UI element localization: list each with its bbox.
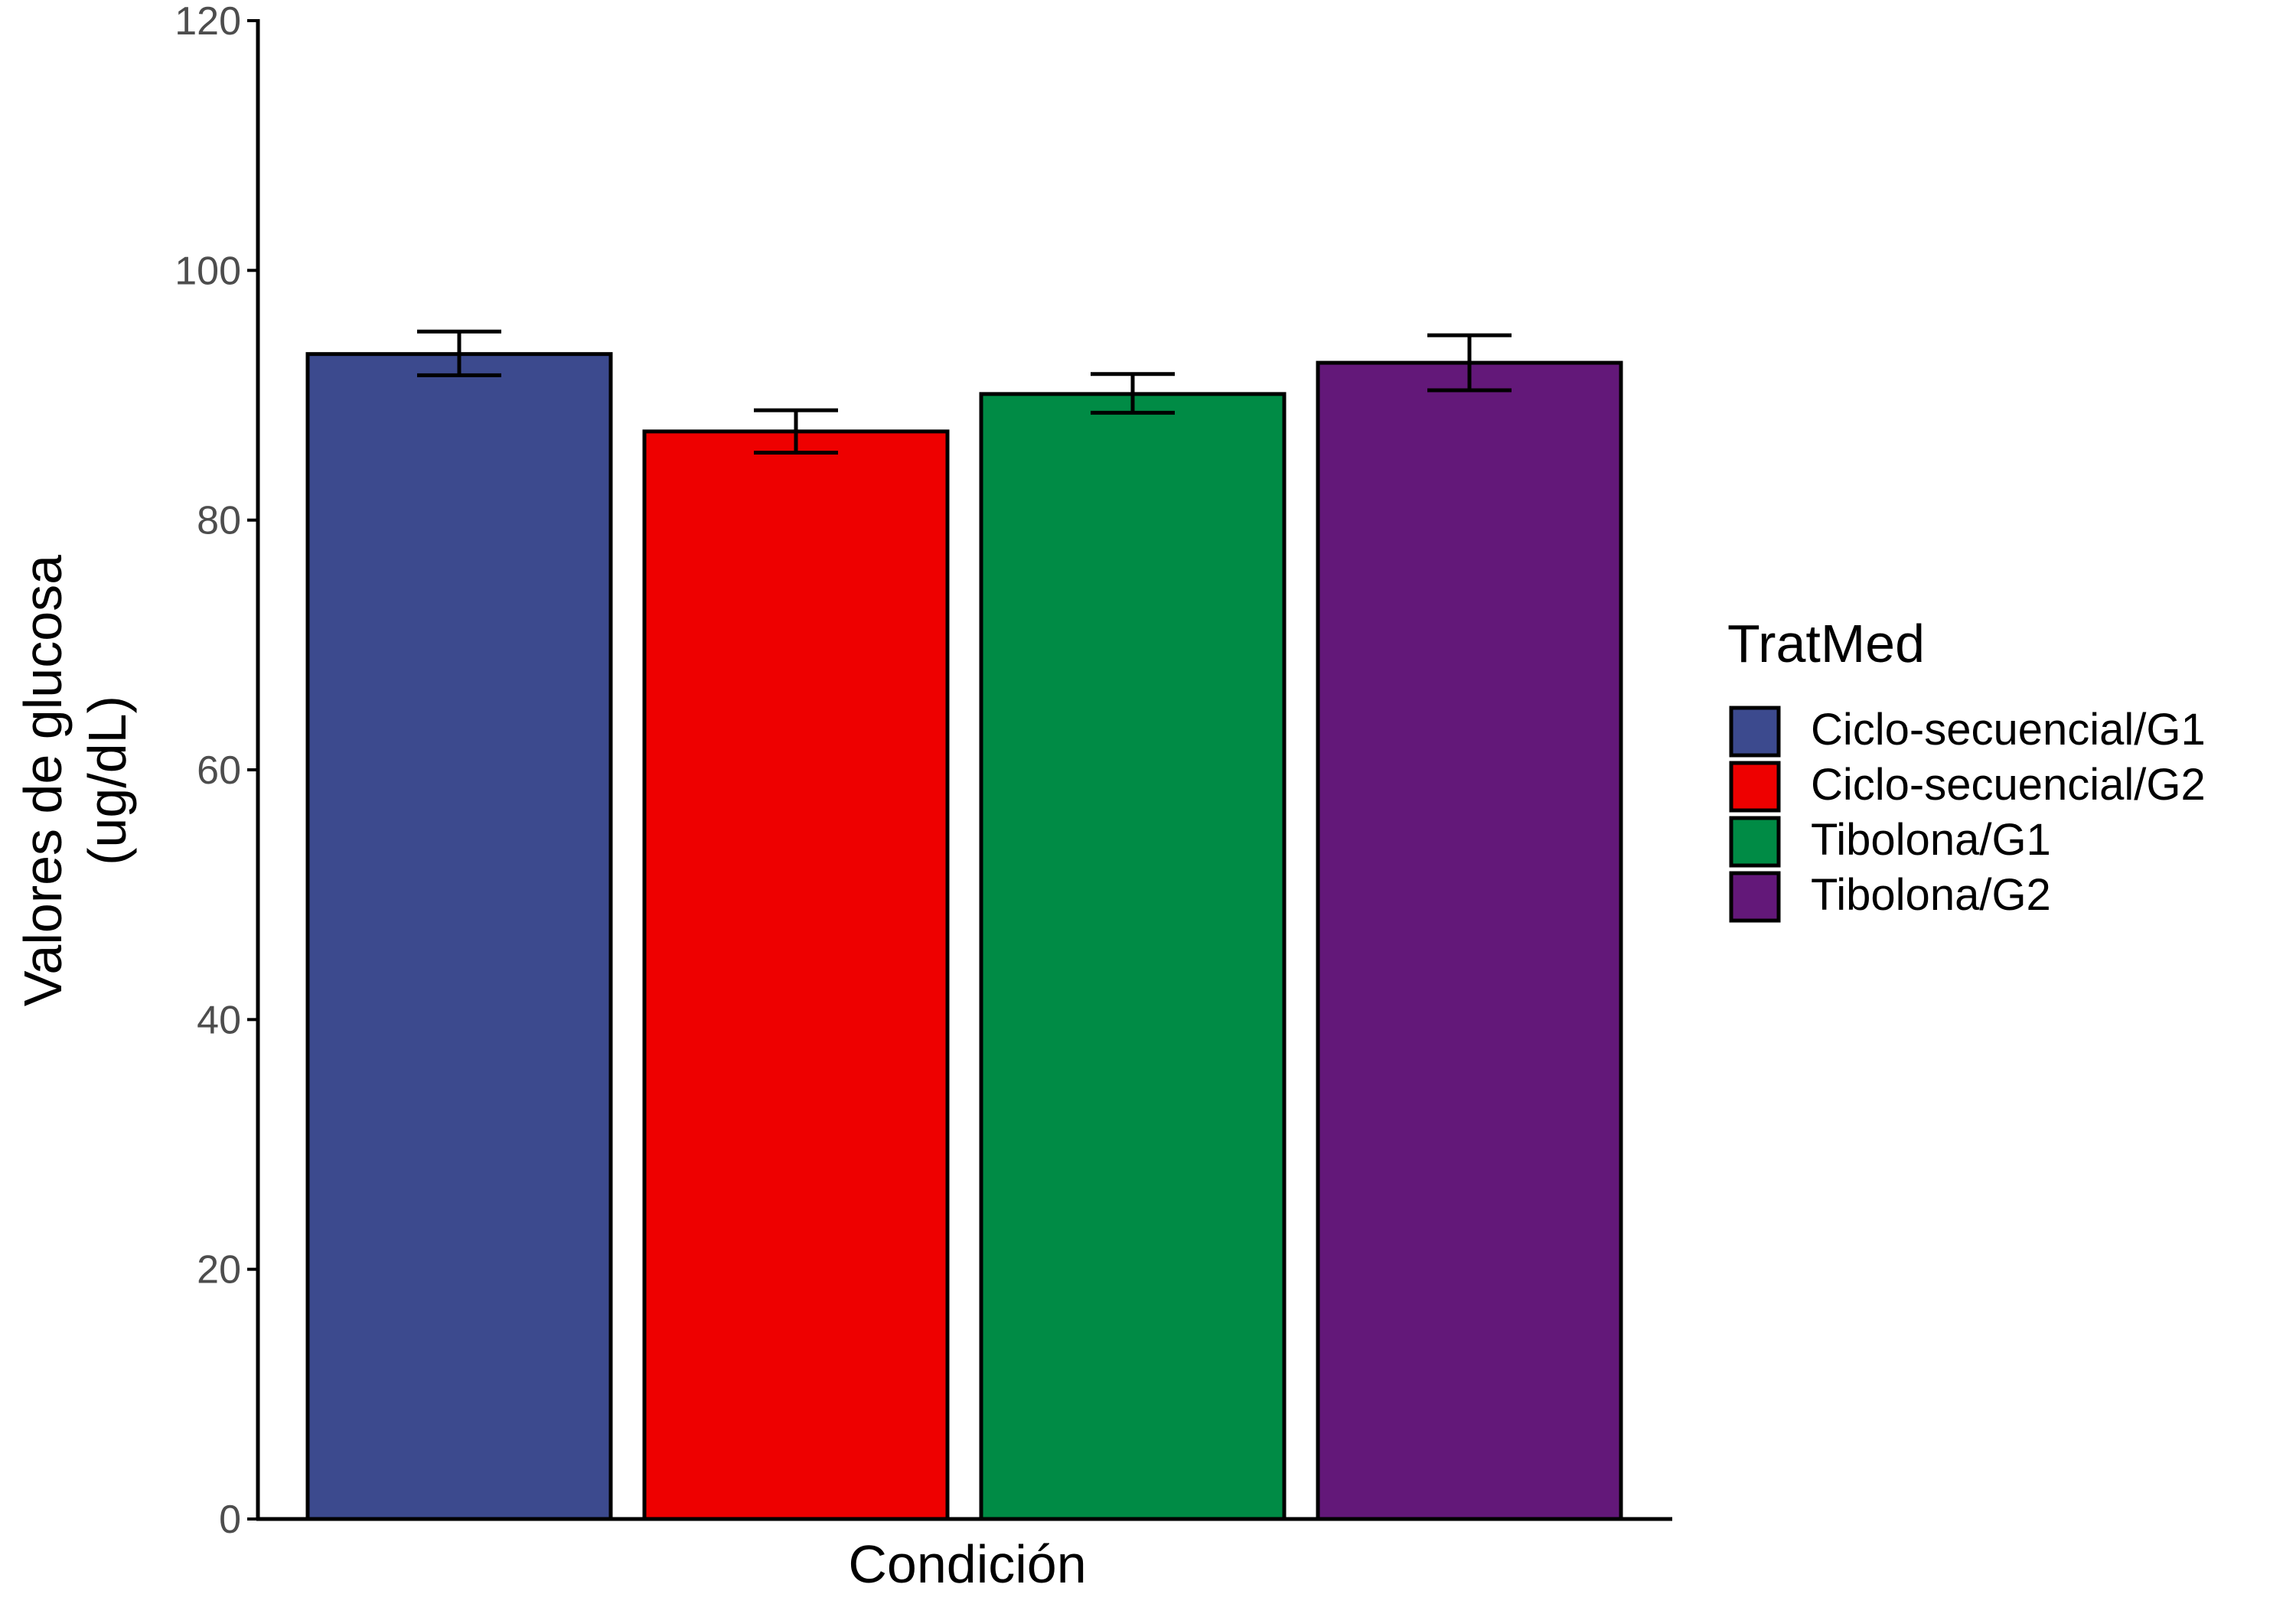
y-tick-label: 120 bbox=[174, 0, 241, 44]
legend: TratMed Ciclo-secuencial/G1Ciclo-secuenc… bbox=[1727, 614, 2206, 923]
y-tick-label: 80 bbox=[197, 499, 241, 543]
bar bbox=[1316, 360, 1623, 1521]
bars-group bbox=[305, 352, 1623, 1521]
y-axis: 0 20 40 60 80 100 120 bbox=[174, 0, 260, 1542]
legend-swatch bbox=[1729, 871, 1781, 923]
y-tick-label: 20 bbox=[197, 1248, 241, 1292]
y-axis-title-line: Valores de glucosa bbox=[13, 555, 73, 1006]
legend-label: Ciclo-secuencial/G2 bbox=[1811, 760, 2206, 810]
y-tick-label: 100 bbox=[174, 249, 241, 293]
legend-items: Ciclo-secuencial/G1Ciclo-secuencial/G2Ti… bbox=[1729, 705, 2206, 923]
legend-label: Tibolona/G2 bbox=[1811, 870, 2051, 920]
legend-swatch bbox=[1729, 761, 1781, 813]
error-bars-group bbox=[417, 329, 1512, 455]
y-axis-title: Valores de glucosa (ug/dL) bbox=[13, 555, 137, 1006]
y-tick-label: 60 bbox=[197, 748, 241, 793]
legend-title: TratMed bbox=[1727, 614, 1925, 673]
legend-label: Ciclo-secuencial/G1 bbox=[1811, 705, 2206, 755]
y-axis-title-line: (ug/dL) bbox=[77, 696, 137, 865]
bar bbox=[305, 352, 613, 1521]
x-axis-title: Condición bbox=[848, 1534, 1086, 1594]
bar bbox=[979, 392, 1287, 1521]
bar bbox=[642, 429, 950, 1521]
legend-swatch bbox=[1729, 816, 1781, 868]
legend-swatch bbox=[1729, 706, 1781, 758]
legend-label: Tibolona/G1 bbox=[1811, 815, 2051, 865]
y-tick-label: 40 bbox=[197, 998, 241, 1042]
y-tick-label: 0 bbox=[219, 1498, 241, 1542]
